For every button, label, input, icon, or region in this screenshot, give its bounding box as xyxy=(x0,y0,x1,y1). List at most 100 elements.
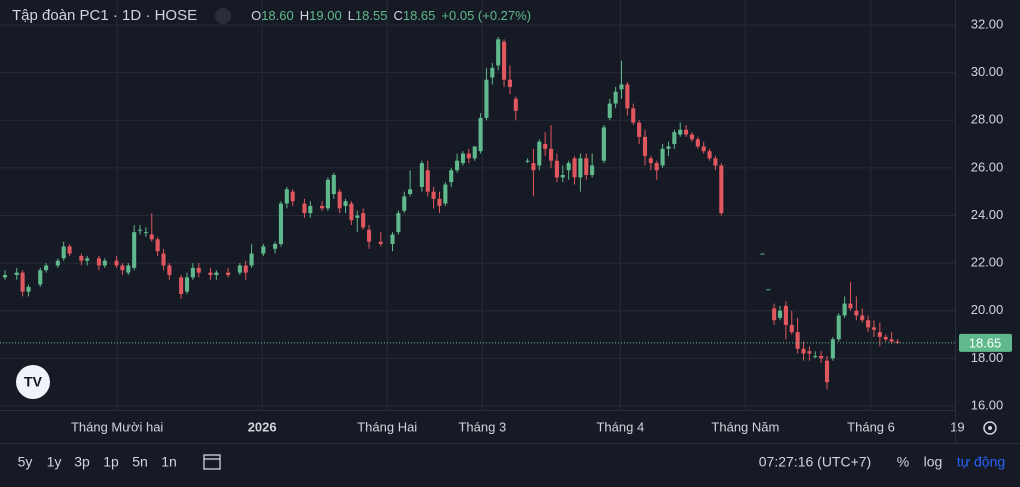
candle-body xyxy=(337,191,342,209)
range-button[interactable]: 5y xyxy=(18,454,33,470)
settings-icon[interactable] xyxy=(983,421,997,435)
x-tick-label: 19 xyxy=(950,419,964,434)
candle-body xyxy=(355,215,360,218)
candle-body xyxy=(349,203,354,221)
candle-body xyxy=(378,241,383,245)
candle-body xyxy=(689,134,695,140)
candle-body xyxy=(208,272,213,275)
visibility-toggle[interactable] xyxy=(215,7,232,24)
candle-body xyxy=(842,303,847,316)
candle-body xyxy=(460,153,466,164)
ohlc-key: H xyxy=(299,8,310,23)
candle-body xyxy=(273,244,278,249)
logo[interactable] xyxy=(16,365,50,399)
candle-body xyxy=(390,234,395,245)
candle-body xyxy=(531,163,536,171)
candle-body xyxy=(44,265,49,271)
candle-body xyxy=(625,84,630,109)
candle-body xyxy=(889,339,894,342)
range-button[interactable]: 1p xyxy=(103,454,119,470)
candle-body xyxy=(496,39,501,66)
range-button[interactable]: 3p xyxy=(74,454,90,470)
y-tick-label: 22.00 xyxy=(971,255,1004,270)
candle-body xyxy=(137,229,143,231)
candle-body xyxy=(601,127,606,161)
candle-body xyxy=(402,196,407,211)
candle-body xyxy=(584,158,589,175)
candle-body xyxy=(443,184,448,204)
scale-option[interactable]: log xyxy=(924,454,943,470)
candle-body xyxy=(795,332,800,349)
candle-body xyxy=(243,265,248,273)
candle-body xyxy=(637,122,642,137)
scale-option[interactable]: % xyxy=(897,454,909,470)
range-button[interactable]: 5n xyxy=(132,454,148,470)
y-tick-label: 24.00 xyxy=(971,207,1004,222)
candle-body xyxy=(502,41,507,80)
range-button[interactable]: 1n xyxy=(161,454,177,470)
candle-body xyxy=(543,144,548,149)
candle-body xyxy=(513,98,518,111)
candle-body xyxy=(707,151,712,159)
candle-body xyxy=(631,108,636,123)
ohlc-value: 19.00 xyxy=(309,8,342,23)
candle-body xyxy=(132,232,137,268)
candle-body xyxy=(425,170,430,192)
y-tick-label: 18.00 xyxy=(971,350,1004,365)
candle-body xyxy=(155,239,160,252)
range-button[interactable]: 1y xyxy=(47,454,62,470)
candle-body xyxy=(783,305,788,325)
y-tick-label: 20.00 xyxy=(971,302,1004,317)
candle-body xyxy=(613,91,618,104)
candle-body xyxy=(361,213,366,228)
candle-body xyxy=(449,170,454,183)
candle-body xyxy=(102,260,107,266)
ohlc-key: C xyxy=(393,8,403,23)
candle-body xyxy=(161,253,166,266)
scale-option[interactable]: tự động xyxy=(957,454,1005,470)
candle-body xyxy=(38,270,43,285)
candle-body xyxy=(848,303,853,309)
candle-body xyxy=(766,289,771,291)
candle-body xyxy=(237,265,242,273)
symbol-title: Tập đoàn PC1 · 1D · HOSE xyxy=(12,7,198,24)
candle-body xyxy=(642,136,648,156)
candle-body xyxy=(566,163,571,171)
calendar-icon[interactable] xyxy=(203,454,221,470)
candle-body xyxy=(490,67,495,78)
y-tick-label: 16.00 xyxy=(971,397,1004,412)
x-tick-label: Tháng Mười hai xyxy=(71,419,163,434)
candle-body xyxy=(619,84,624,90)
candle-body xyxy=(819,355,824,359)
x-tick-label: Tháng 6 xyxy=(847,419,895,434)
candle-body xyxy=(179,277,184,295)
candle-body xyxy=(466,153,471,159)
clock: 07:27:16 (UTC+7) xyxy=(759,454,871,470)
y-tick-label: 26.00 xyxy=(971,159,1004,174)
candle-body xyxy=(190,267,195,278)
candle-body xyxy=(319,205,325,209)
last-price-label: 18.65 xyxy=(969,335,1002,350)
candle-body xyxy=(719,165,724,214)
candle-body xyxy=(777,310,783,318)
candle-body xyxy=(695,139,700,147)
y-tick-label: 32.00 xyxy=(971,16,1004,31)
ohlc-key: L xyxy=(347,8,355,23)
candle-body xyxy=(772,308,777,321)
last-price-box xyxy=(959,333,1012,352)
candle-body xyxy=(214,272,219,275)
ohlc-value: 18.65 xyxy=(402,8,436,23)
candle-body xyxy=(184,277,190,292)
candle-body xyxy=(120,265,125,271)
candle-body xyxy=(143,232,148,234)
candle-body xyxy=(871,327,877,330)
candle-body xyxy=(278,203,284,245)
y-tick-label: 28.00 xyxy=(971,112,1004,127)
candle-body xyxy=(824,360,830,383)
candle-body xyxy=(437,198,442,206)
candle-body xyxy=(648,158,653,164)
x-tick-label: 2026 xyxy=(248,419,277,434)
candle-body xyxy=(290,191,295,202)
candle-body xyxy=(813,355,818,357)
candle-body xyxy=(14,272,19,275)
